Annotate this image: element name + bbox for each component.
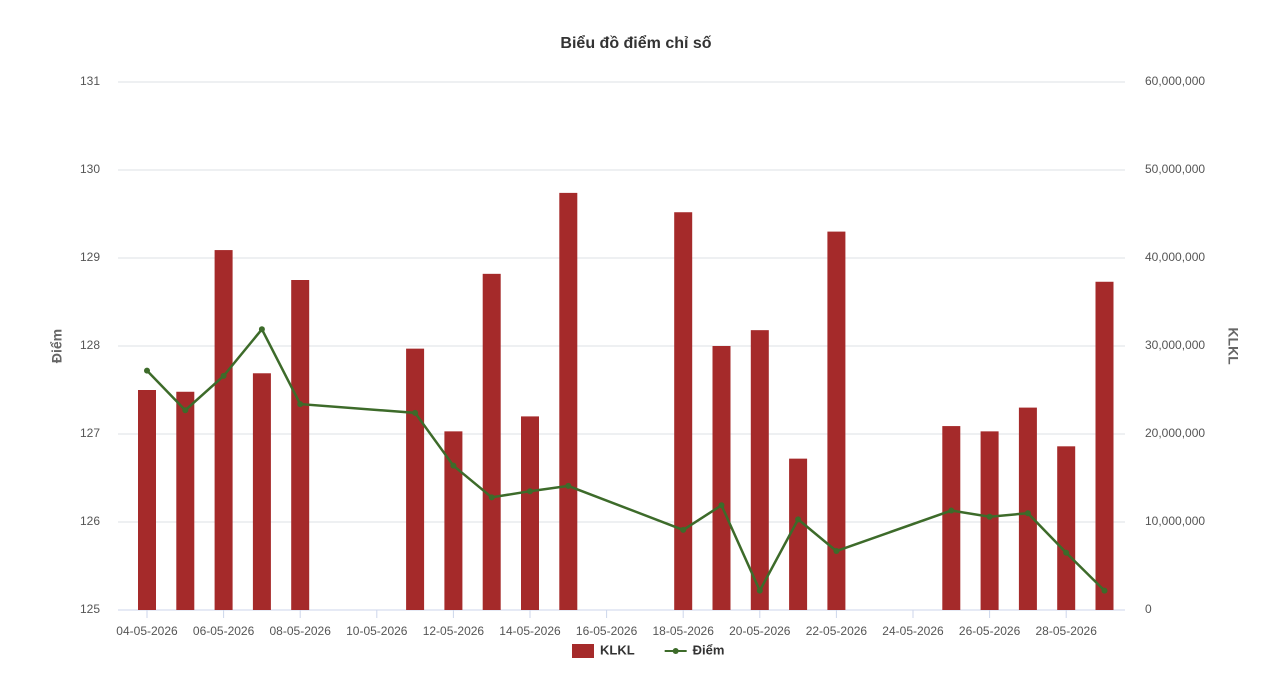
x-tick-label: 28-05-2026 xyxy=(1036,624,1098,638)
y-axis-title: Điểm xyxy=(49,329,65,363)
bar xyxy=(789,458,808,610)
bar xyxy=(138,390,156,610)
x-tick-label: 16-05-2026 xyxy=(576,624,638,638)
line-point xyxy=(795,516,802,523)
line-point xyxy=(1024,510,1031,517)
x-tick-label: 14-05-2026 xyxy=(499,624,561,638)
line-point xyxy=(1063,549,1070,556)
line-point xyxy=(450,462,457,469)
line-point xyxy=(718,502,725,509)
x-tick-label: 22-05-2026 xyxy=(806,624,868,638)
y2-tick-label: 20,000,000 xyxy=(1145,426,1205,440)
y2-tick-label: 10,000,000 xyxy=(1145,514,1205,528)
bar xyxy=(980,431,999,610)
bar xyxy=(252,373,271,610)
line-point xyxy=(297,401,304,408)
bar xyxy=(176,391,195,610)
y2-tick-label: 0 xyxy=(1145,602,1152,616)
line-point xyxy=(220,372,227,379)
legend-swatch xyxy=(572,644,594,658)
bar xyxy=(482,273,501,610)
bar xyxy=(942,426,961,610)
line-point xyxy=(680,526,687,533)
line-point xyxy=(412,409,419,416)
y-tick-label: 129 xyxy=(80,250,100,264)
y-tick-label: 125 xyxy=(80,602,100,616)
y2-axis-title: KLKL xyxy=(1225,327,1241,365)
y-tick-label: 131 xyxy=(80,74,100,88)
bar xyxy=(521,416,539,610)
y2-tick-label: 50,000,000 xyxy=(1145,162,1205,176)
line-point xyxy=(986,513,993,520)
bar xyxy=(1095,281,1114,610)
x-tick-label: 20-05-2026 xyxy=(729,624,791,638)
line-point xyxy=(565,482,572,489)
y-tick-label: 126 xyxy=(80,514,100,528)
line-point xyxy=(144,367,150,374)
y-tick-label: 127 xyxy=(80,426,100,440)
bar xyxy=(214,250,233,610)
y2-tick-label: 40,000,000 xyxy=(1145,250,1205,264)
x-tick-label: 26-05-2026 xyxy=(959,624,1021,638)
y2-tick-label: 30,000,000 xyxy=(1145,338,1205,352)
bar xyxy=(1018,407,1037,610)
y2-tick-label: 60,000,000 xyxy=(1145,74,1205,88)
legend: KLKL Điểm xyxy=(572,642,724,658)
x-tick-label: 08-05-2026 xyxy=(270,624,332,638)
x-tick-label: 18-05-2026 xyxy=(653,624,715,638)
bar xyxy=(291,280,310,610)
line-point xyxy=(488,494,495,501)
legend-swatch xyxy=(672,648,679,654)
line-point xyxy=(527,488,533,495)
line-point xyxy=(756,587,763,594)
line-point xyxy=(948,507,955,514)
y-tick-label: 130 xyxy=(80,162,100,176)
x-tick-label: 06-05-2026 xyxy=(193,624,255,638)
x-tick-label: 12-05-2026 xyxy=(423,624,485,638)
bar xyxy=(559,192,578,610)
bar xyxy=(1057,446,1076,610)
bar xyxy=(712,346,731,610)
line-point xyxy=(182,407,189,414)
line-point xyxy=(833,548,840,555)
x-tick-label: 04-05-2026 xyxy=(116,624,178,638)
legend-label: KLKL xyxy=(600,642,635,657)
bar xyxy=(750,330,769,610)
line-point xyxy=(258,326,265,333)
bar xyxy=(406,348,425,610)
bar xyxy=(674,212,693,611)
bar xyxy=(827,231,846,610)
line xyxy=(146,327,1106,594)
bar xyxy=(444,431,463,610)
legend-label: Điểm xyxy=(693,642,725,657)
y-tick-label: 128 xyxy=(80,338,100,352)
line-point xyxy=(1101,587,1108,594)
x-tick-label: 10-05-2026 xyxy=(346,624,408,638)
chart-title: Biểu đồ điểm chỉ số xyxy=(560,34,711,52)
x-tick-label: 24-05-2026 xyxy=(882,624,944,638)
